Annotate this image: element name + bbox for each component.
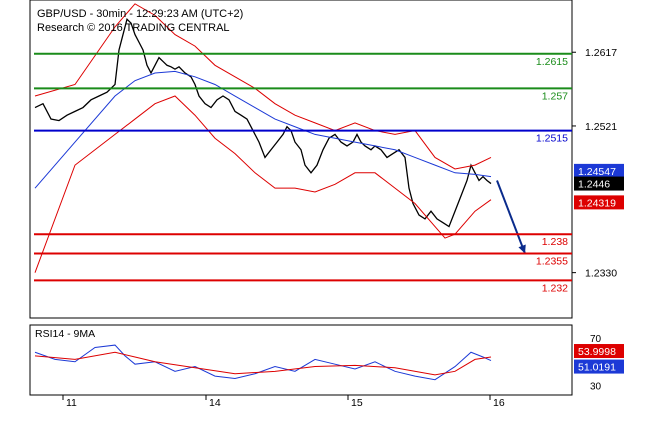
level-label-2: 1.2515 xyxy=(536,133,568,145)
x-tick-label-0: 11 xyxy=(66,397,77,409)
price-tag-2: 1.24319 xyxy=(578,197,616,209)
x-tick-label-3: 16 xyxy=(493,397,505,409)
y-tick-label-1: 1.2521 xyxy=(585,121,617,133)
series-ma50 xyxy=(34,70,492,189)
series-price xyxy=(34,17,492,228)
chart-subtitle: Research © 2016 TRADING CENTRAL xyxy=(37,22,230,34)
x-tick-label-1: 14 xyxy=(209,397,221,409)
rsi-series-rsi14 xyxy=(34,344,492,381)
rsi-tick-label-1: 30 xyxy=(590,382,602,393)
price-tag-bg-0 xyxy=(574,163,624,178)
series-layer xyxy=(34,3,526,381)
level-label-1: 1.257 xyxy=(542,90,568,102)
level-label-5: 1.232 xyxy=(542,282,568,294)
y-tick-label-0: 1.2617 xyxy=(585,47,617,59)
price-tag-0: 1.24547 xyxy=(578,166,616,178)
price-tag-1: 1.2446 xyxy=(578,179,610,191)
rsi-series-ma9 xyxy=(34,351,492,376)
x-tick-label-2: 15 xyxy=(351,397,363,409)
series-bb-lower xyxy=(34,95,492,273)
rsi-tag-0: 53.9998 xyxy=(578,346,616,358)
level-label-4: 1.2355 xyxy=(536,255,568,267)
forecast-arrow xyxy=(496,180,526,254)
rsi-panel-frame xyxy=(29,324,573,396)
y-tick-label-2: 1.2330 xyxy=(585,268,617,280)
level-label-3: 1.238 xyxy=(542,236,568,248)
forecast-arrow-head xyxy=(518,244,526,254)
rsi-title: RSI14 - 9MA xyxy=(35,328,95,340)
rsi-tag-bg-1 xyxy=(574,359,624,374)
level-label-0: 1.2615 xyxy=(536,56,568,68)
levels-layer: 1.2615 1.257 1.2515 1.238 1.2355 1.232 xyxy=(34,52,572,294)
price-tag-bg-2 xyxy=(574,195,624,210)
rsi-tag-1: 51.0191 xyxy=(578,362,616,374)
rsi-tick-label-0: 70 xyxy=(590,334,602,345)
price-panel-frame xyxy=(29,0,573,319)
axes-layer: 1.2617 1.2521 1.2330 70 30 11 14 15 16 xyxy=(62,47,617,409)
series-bb-upper xyxy=(34,3,492,170)
price-tag-bg-1 xyxy=(574,176,624,191)
rsi-tag-bg-0 xyxy=(574,344,624,359)
chart-title: GBP/USD - 30min - 12:29:23 AM (UTC+2) xyxy=(37,8,243,20)
